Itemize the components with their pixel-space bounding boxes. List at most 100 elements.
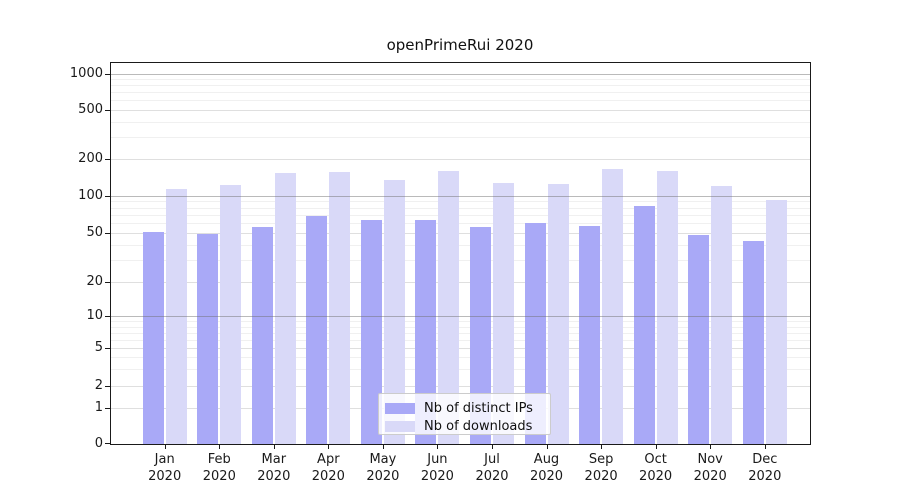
- grid-line-30: [111, 260, 810, 261]
- bar-downloads-nov: [711, 186, 733, 444]
- legend: Nb of distinct IPs Nb of downloads: [378, 393, 551, 435]
- grid-line-20: [111, 281, 810, 283]
- x-tick-mark: [382, 444, 384, 449]
- y-tick-mark: [105, 282, 110, 283]
- y-tick-label-5: 5: [94, 339, 103, 355]
- bar-distinct-ips-aug: [524, 222, 546, 444]
- bar-downloads-dec: [765, 200, 787, 444]
- y-tick-mark: [105, 316, 110, 317]
- y-tick-label-500: 500: [78, 102, 103, 117]
- y-tick-mark: [105, 386, 110, 387]
- y-tick-mark: [105, 233, 110, 234]
- grid-line-300: [111, 137, 810, 139]
- grid-line-900: [111, 79, 810, 81]
- y-tick-mark: [105, 348, 110, 349]
- chart-title: openPrimeRui 2020: [386, 36, 534, 54]
- x-tick-label-may: May 2020: [366, 452, 400, 484]
- grid-line-6: [111, 339, 810, 341]
- bar-downloads-may: [383, 180, 405, 444]
- x-tick-mark: [328, 444, 330, 449]
- x-tick-mark: [164, 444, 166, 449]
- grid-line-500: [111, 110, 810, 111]
- x-tick-label-mar: Mar 2020: [257, 452, 291, 484]
- bar-distinct-ips-jun: [415, 220, 437, 444]
- x-tick-label-apr: Apr 2020: [311, 452, 345, 484]
- bar-distinct-ips-dec: [742, 240, 764, 444]
- x-tick-mark: [219, 444, 221, 449]
- bar-downloads-oct: [656, 170, 678, 444]
- x-tick-mark: [655, 444, 657, 449]
- bar-downloads-sep: [602, 168, 624, 444]
- y-tick-label-2: 2: [94, 377, 103, 393]
- bar-distinct-ips-oct: [633, 206, 655, 444]
- x-tick-mark: [764, 444, 766, 449]
- bar-distinct-ips-jan: [142, 231, 164, 444]
- bar-downloads-apr: [329, 171, 351, 444]
- bar-distinct-ips-sep: [579, 225, 601, 444]
- x-tick-label-feb: Feb 2020: [202, 452, 236, 484]
- bar-distinct-ips-feb: [197, 233, 219, 444]
- y-tick-mark: [105, 110, 110, 111]
- bar-downloads-jun: [438, 170, 460, 444]
- grid-line-9: [111, 321, 810, 323]
- x-tick-mark: [710, 444, 712, 449]
- y-tick-label-200: 200: [78, 151, 103, 166]
- grid-line-100: [111, 195, 810, 197]
- grid-line-10: [111, 316, 810, 318]
- y-tick-label-10: 10: [86, 308, 103, 324]
- plot-area: [110, 62, 811, 445]
- x-tick-mark: [437, 444, 439, 449]
- grid-line-5: [111, 347, 810, 349]
- x-tick-label-oct: Oct 2020: [639, 452, 673, 484]
- bar-distinct-ips-mar: [251, 226, 273, 444]
- grid-line-60: [111, 222, 810, 224]
- x-tick-mark: [546, 444, 548, 449]
- x-tick-label-jan: Jan 2020: [148, 452, 182, 484]
- bar-distinct-ips-may: [360, 219, 382, 444]
- bar-distinct-ips-apr: [306, 216, 328, 444]
- y-tick-mark: [105, 408, 110, 409]
- y-tick-mark: [105, 74, 110, 75]
- y-tick-label-100: 100: [78, 187, 103, 203]
- grid-line-7: [111, 332, 810, 334]
- grid-line-3: [111, 369, 810, 370]
- y-tick-label-1: 1: [94, 399, 103, 415]
- bar-distinct-ips-nov: [688, 234, 710, 444]
- bar-downloads-feb: [220, 185, 242, 444]
- grid-line-70: [111, 214, 810, 216]
- bar-downloads-mar: [274, 172, 296, 444]
- x-tick-label-jul: Jul 2020: [475, 452, 509, 484]
- legend-label-distinct-ips: Nb of distinct IPs: [424, 400, 533, 416]
- grid-line-4: [111, 357, 810, 359]
- grid-line-90: [111, 201, 810, 203]
- y-tick-label-1000: 1000: [69, 65, 103, 81]
- bar-distinct-ips-jul: [470, 226, 491, 444]
- y-tick-label-50: 50: [86, 224, 103, 240]
- legend-swatch-distinct-ips: [385, 402, 415, 414]
- bar-downloads-aug: [547, 184, 569, 444]
- grid-line-50: [111, 232, 810, 234]
- grid-line-80: [111, 207, 810, 209]
- x-tick-mark: [601, 444, 603, 449]
- grid-line-2: [111, 385, 810, 387]
- x-tick-label-jun: Jun 2020: [420, 452, 454, 484]
- x-tick-label-aug: Aug 2020: [529, 452, 564, 484]
- y-tick-label-0: 0: [94, 435, 103, 451]
- y-tick-mark: [105, 159, 110, 160]
- x-tick-mark: [273, 444, 275, 449]
- legend-swatch-downloads: [385, 420, 415, 432]
- grid-line-700: [111, 92, 810, 94]
- legend-label-downloads: Nb of downloads: [424, 418, 533, 434]
- legend-row: Nb of distinct IPs: [385, 400, 533, 416]
- y-tick-mark: [105, 443, 110, 444]
- x-tick-label-dec: Dec 2020: [748, 452, 782, 484]
- x-tick-label-sep: Sep 2020: [584, 452, 618, 484]
- bar-downloads-jan: [165, 189, 187, 444]
- grid-line-8: [111, 326, 810, 328]
- bar-downloads-jul: [493, 183, 514, 444]
- grid-line-400: [111, 121, 810, 123]
- x-tick-mark: [492, 444, 493, 449]
- grid-line-1000: [111, 73, 810, 75]
- grid-line-800: [111, 85, 810, 87]
